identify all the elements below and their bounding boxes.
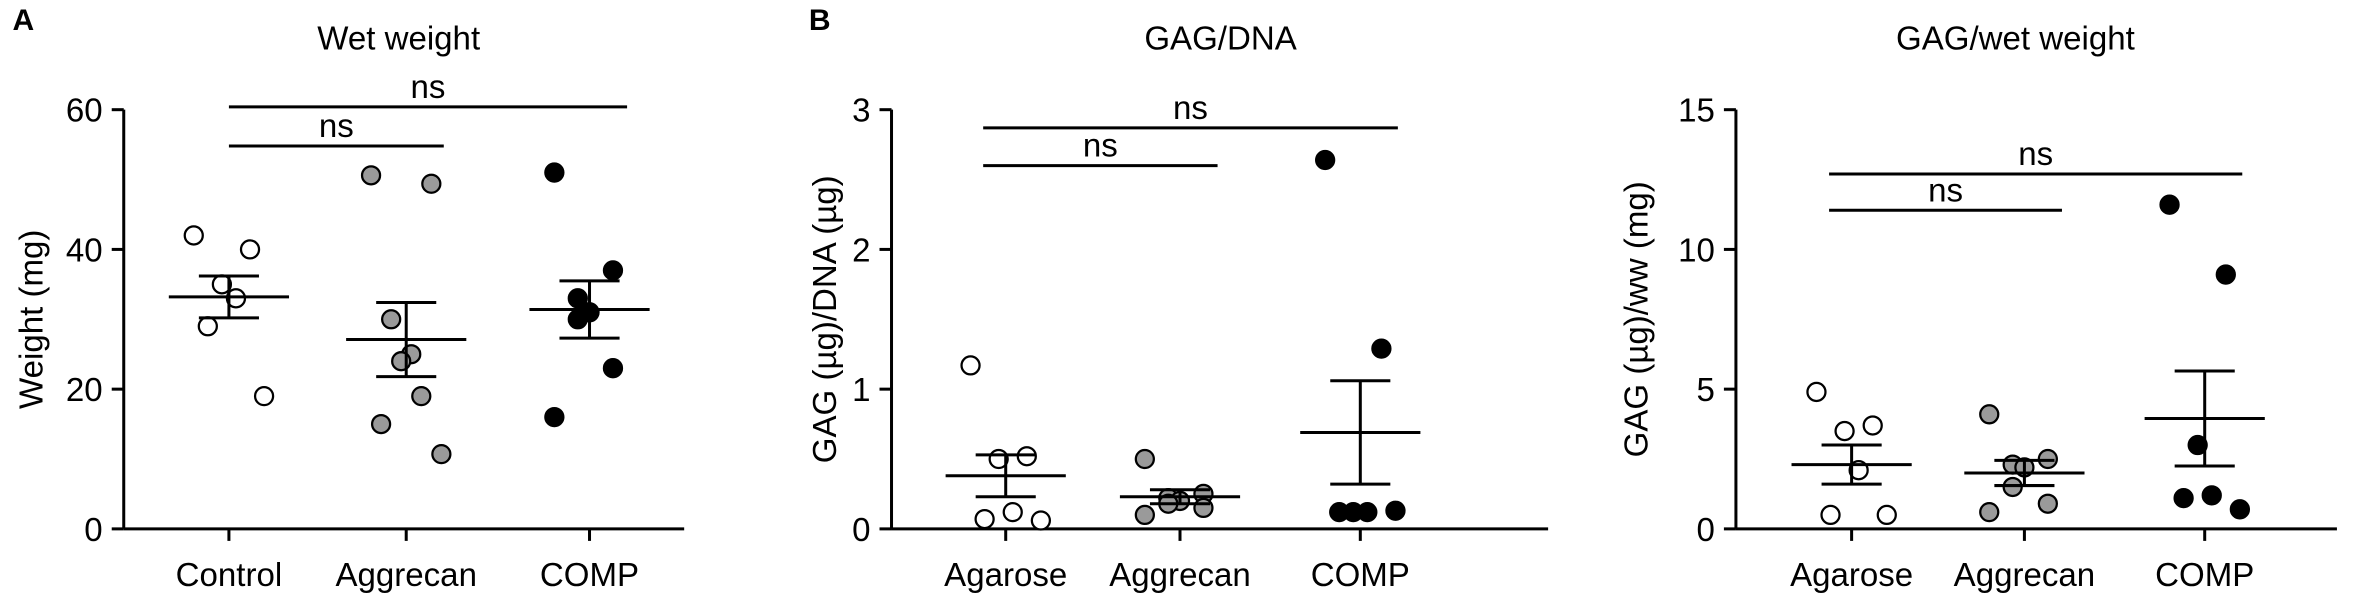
significance-label: ns — [319, 108, 354, 145]
data-point — [381, 309, 402, 330]
data-point — [1820, 504, 1841, 526]
data-point — [1002, 501, 1023, 523]
data-point — [602, 358, 624, 379]
y-tick-label: 10 — [1678, 232, 1715, 269]
y-tick-label: 40 — [66, 232, 103, 269]
data-point — [431, 443, 452, 465]
y-tick-label: 5 — [1697, 372, 1715, 409]
y-tick-label: 0 — [84, 512, 102, 549]
significance-label: ns — [1173, 90, 1208, 127]
data-point — [602, 260, 624, 281]
data-point — [974, 508, 995, 530]
data-point — [1876, 504, 1897, 526]
x-tick-label: Control — [176, 557, 283, 594]
y-axis-label: Weight (mg) — [14, 230, 51, 409]
data-point — [2215, 264, 2236, 285]
panel-label: B — [809, 4, 831, 37]
chart-title: GAG/DNA — [1144, 21, 1296, 58]
chart-title: Wet weight — [317, 21, 480, 58]
data-point — [411, 385, 432, 407]
x-tick-label: Agarose — [1790, 557, 1913, 594]
data-point — [1979, 501, 2000, 523]
y-tick-label: 1 — [852, 372, 870, 409]
data-point — [370, 413, 392, 435]
data-point — [567, 288, 588, 309]
data-point — [2229, 499, 2251, 520]
y-tick-label: 0 — [1697, 512, 1715, 549]
significance-label: ns — [1928, 172, 1963, 209]
y-tick-label: 0 — [852, 512, 870, 549]
data-point — [1371, 338, 1392, 359]
significance-label: ns — [2018, 136, 2053, 173]
x-tick-label: Agarose — [944, 557, 1067, 594]
x-tick-label: COMP — [2155, 557, 2254, 594]
x-tick-label: COMP — [540, 557, 639, 594]
data-point — [1979, 404, 2000, 425]
y-tick-label: 3 — [852, 93, 870, 130]
data-point — [1315, 149, 1336, 171]
chart-title: GAG/wet weight — [1896, 21, 2135, 58]
data-point — [421, 173, 442, 194]
panel-label: A — [13, 4, 35, 37]
data-point — [2201, 485, 2222, 506]
y-tick-label: 60 — [66, 93, 103, 130]
data-point — [544, 406, 565, 428]
y-tick-label: 20 — [66, 372, 103, 409]
significance-label: ns — [1083, 128, 1118, 165]
data-point — [183, 225, 204, 246]
data-point — [1834, 420, 1855, 442]
data-point — [960, 355, 981, 376]
significance-label: ns — [411, 69, 446, 106]
data-point — [197, 316, 218, 337]
data-point — [2159, 194, 2180, 215]
data-point — [1357, 501, 1378, 523]
y-tick-label: 2 — [852, 232, 870, 269]
x-tick-label: Aggrecan — [1109, 557, 1250, 594]
data-point — [544, 162, 565, 183]
y-tick-label: 15 — [1678, 93, 1715, 130]
x-tick-label: Aggrecan — [1954, 557, 2095, 594]
data-point — [1329, 501, 1350, 523]
x-tick-label: COMP — [1311, 557, 1410, 594]
data-point — [2037, 493, 2058, 514]
data-point — [239, 239, 261, 260]
data-point — [2187, 434, 2208, 456]
data-point — [1806, 381, 1827, 403]
data-point — [253, 385, 275, 407]
data-point — [1385, 500, 1406, 521]
data-point — [1193, 497, 1214, 519]
data-point — [1862, 415, 1883, 436]
data-point — [1134, 504, 1155, 526]
data-point — [567, 309, 588, 330]
data-point — [360, 165, 382, 186]
data-point — [2173, 487, 2194, 509]
y-axis-label: GAG (µg)/DNA (µg) — [807, 175, 844, 463]
y-axis-label: GAG (µg)/ww (mg) — [1618, 181, 1655, 457]
x-tick-label: Aggrecan — [335, 557, 476, 594]
data-point — [1030, 510, 1052, 531]
data-point — [1134, 448, 1155, 470]
